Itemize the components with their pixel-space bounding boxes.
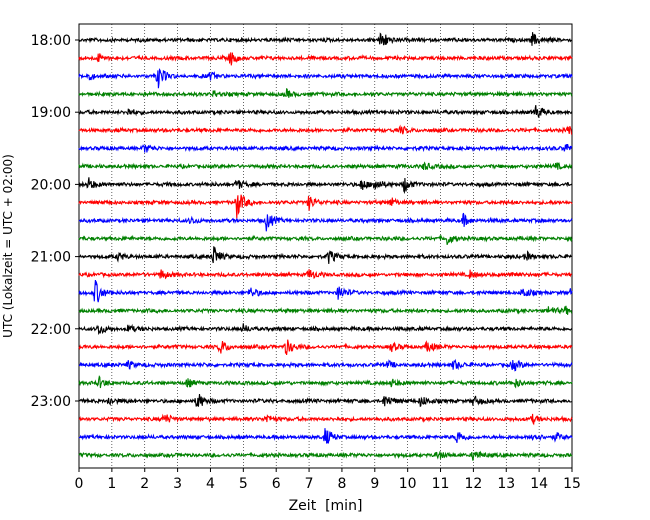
trace-2000 (78, 177, 573, 195)
trace-2215 (78, 339, 573, 355)
x-tick-label: 3 (173, 476, 182, 492)
trace-2200 (78, 323, 573, 336)
y-tick-label: 23:00 (31, 394, 71, 410)
x-tick-label: 9 (370, 476, 379, 492)
x-tick-label: 4 (206, 476, 215, 492)
x-tick-label: 5 (239, 476, 248, 492)
trace-2230 (79, 358, 573, 372)
y-tick-label: 18:00 (31, 33, 71, 49)
x-tick-label: 2 (140, 476, 149, 492)
y-tick-label: 20:00 (31, 177, 71, 193)
trace-1900 (78, 104, 573, 118)
trace-1800 (78, 32, 573, 46)
x-tick-label: 0 (75, 476, 84, 492)
trace-1830 (78, 68, 573, 89)
x-axis-label: Zeit [min] (289, 498, 363, 514)
trace-2315 (78, 413, 573, 426)
trace-2130 (78, 280, 573, 303)
y-axis-label: UTC (Lokalzeit = UTC + 02:00) (1, 154, 15, 338)
x-tick-label: 10 (399, 476, 417, 492)
y-axis: 18:00 19:00 20:00 21:00 22:00 23:00 (31, 33, 79, 410)
trace-2345 (78, 450, 573, 461)
x-tick-label: 7 (305, 476, 314, 492)
x-tick-label: 14 (530, 476, 548, 492)
y-tick-label: 19:00 (31, 105, 71, 121)
trace-1845 (78, 88, 573, 99)
trace-2245 (78, 375, 573, 389)
x-tick-label: 8 (337, 476, 346, 492)
trace-1815 (78, 52, 573, 66)
trace-2100 (78, 246, 573, 264)
trace-2115 (78, 269, 572, 280)
y-tick-label: 22:00 (31, 322, 71, 338)
x-tick-label: 13 (497, 476, 515, 492)
x-tick-label: 15 (563, 476, 581, 492)
trace-2045 (78, 234, 573, 245)
trace-2030 (78, 212, 573, 232)
y-tick-label: 21:00 (31, 250, 71, 266)
x-tick-label: 12 (464, 476, 482, 492)
trace-2015 (78, 194, 573, 219)
x-tick-label: 1 (107, 476, 116, 492)
trace-2330 (78, 428, 573, 444)
minute-grid (111, 24, 540, 468)
trace-2300 (78, 393, 573, 408)
seismogram-traces (78, 32, 573, 461)
x-tick-label: 11 (432, 476, 450, 492)
trace-2145 (78, 305, 573, 315)
trace-1945 (78, 161, 573, 171)
x-tick-label: 6 (272, 476, 281, 492)
x-axis: 0 1 2 3 4 5 6 7 8 9 10 11 12 13 14 15 (75, 468, 581, 492)
plot-frame (78, 23, 573, 469)
trace-1915 (78, 124, 573, 135)
trace-1930 (78, 143, 573, 153)
